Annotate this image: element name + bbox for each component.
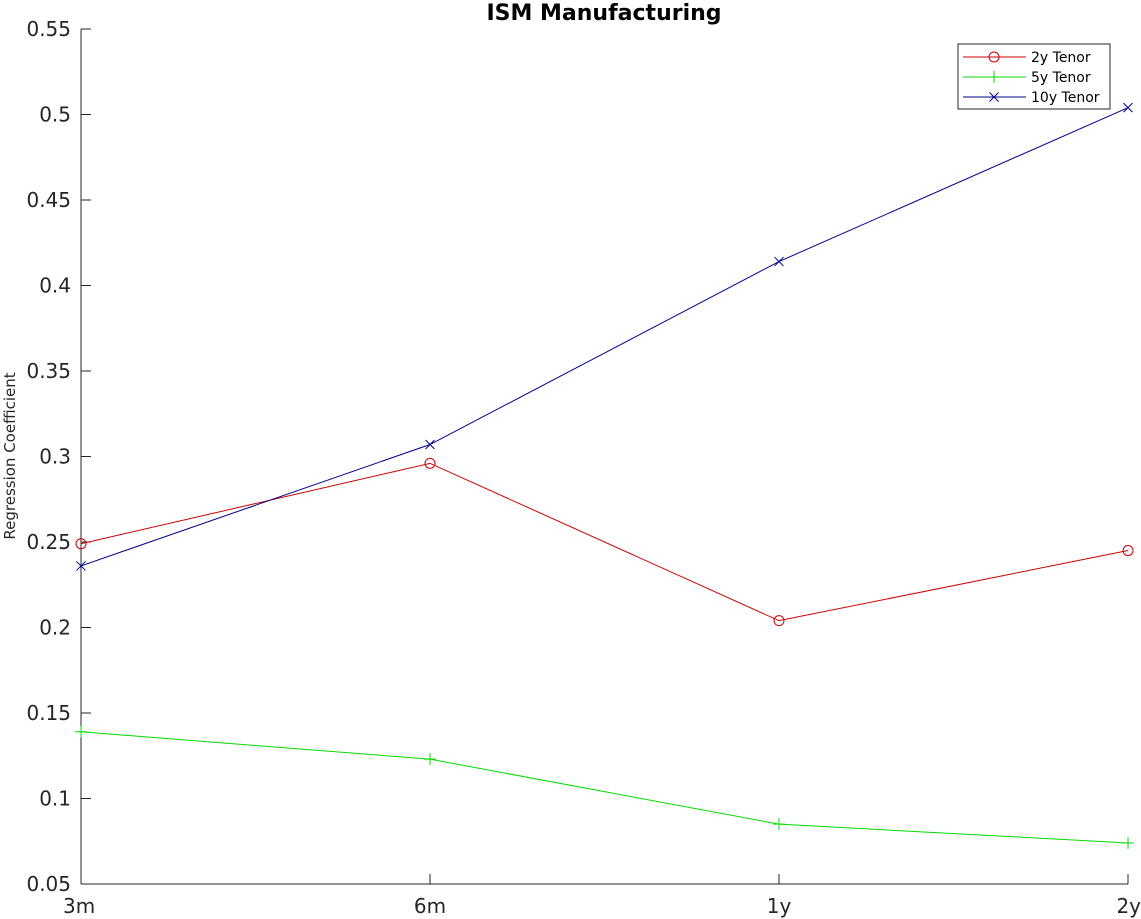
data-point	[424, 753, 436, 766]
legend-label: 10y Tenor	[1031, 90, 1100, 106]
data-point	[773, 818, 785, 831]
y-tick-label: 0.5	[39, 103, 71, 127]
chart-title: ISM Manufacturing	[486, 1, 721, 26]
y-tick-label: 0.05	[26, 872, 71, 896]
data-point	[1122, 545, 1134, 557]
data-point	[75, 538, 87, 550]
y-axis-label: Regression Coefficient	[1, 372, 19, 539]
legend-marker	[988, 51, 1000, 63]
series-1	[75, 725, 1134, 849]
y-tick-label: 0.15	[26, 701, 71, 725]
legend-marker	[989, 92, 999, 102]
data-point	[75, 725, 87, 738]
data-point	[773, 615, 785, 627]
y-tick-label: 0.25	[26, 530, 71, 554]
data-point	[425, 439, 435, 450]
legend-label: 5y Tenor	[1031, 70, 1091, 86]
y-tick-label: 0.4	[39, 274, 71, 298]
x-tick-label: 6m	[414, 894, 446, 918]
legend: 2y Tenor 5y Tenor 10y Tenor	[957, 43, 1111, 110]
data-point	[76, 561, 86, 571]
legend-marker	[988, 71, 1000, 83]
series-line	[80, 462, 1129, 622]
data-point	[424, 457, 436, 469]
legend-label: 2y Tenor	[1031, 50, 1091, 66]
series-0	[75, 457, 1134, 627]
series-line	[80, 107, 1129, 567]
y-tick-label: 0.55	[26, 17, 71, 41]
series-2	[76, 102, 1133, 571]
x-tick-label: 2y	[1116, 894, 1141, 918]
y-tick-label: 0.45	[26, 188, 71, 212]
y-tick-label: 0.2	[39, 616, 71, 640]
x-tick-label: 3m	[63, 894, 95, 918]
data-point	[1122, 836, 1134, 849]
axes: 0.05 0.1 0.15 0.2 0.25 0.3 0.35 0.4 0.45 0.5 0.55 3…	[26, 17, 1141, 918]
series-line	[80, 731, 1129, 844]
series-layer	[75, 102, 1134, 849]
y-tick-label: 0.1	[39, 787, 71, 811]
data-point	[1123, 102, 1133, 113]
data-point	[774, 256, 784, 267]
y-tick-label: 0.35	[26, 359, 71, 383]
y-tick-label: 0.3	[39, 445, 71, 469]
x-tick-label: 1y	[767, 894, 792, 918]
